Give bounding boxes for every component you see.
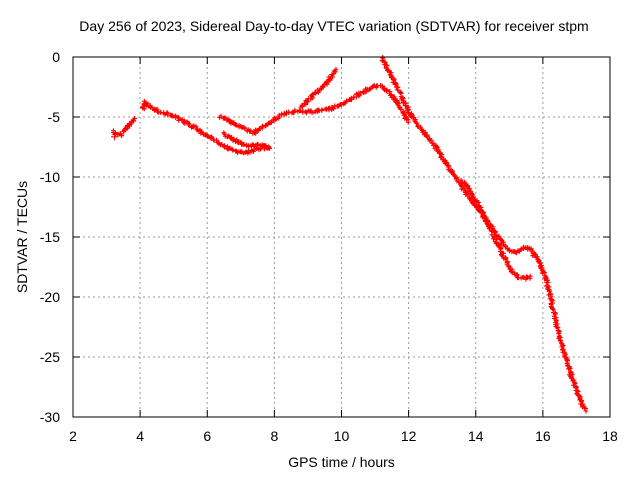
y-tick-label: -20 bbox=[40, 289, 60, 305]
series-arc-0850-1000 bbox=[298, 66, 339, 110]
y-tick-label: 0 bbox=[52, 49, 60, 65]
y-tick-label: -15 bbox=[40, 229, 60, 245]
x-tick-label: 18 bbox=[602, 428, 618, 444]
x-tick-label: 10 bbox=[334, 428, 350, 444]
x-tick-label: 4 bbox=[136, 428, 144, 444]
x-tick-label: 14 bbox=[468, 428, 484, 444]
x-tick-label: 6 bbox=[203, 428, 211, 444]
y-tick-label: -10 bbox=[40, 169, 60, 185]
y-tick-label: -5 bbox=[48, 109, 61, 125]
series-arc-0300-0400 bbox=[110, 116, 137, 138]
x-axis-title: GPS time / hours bbox=[288, 454, 395, 470]
series-arc-0300-outlier bbox=[111, 133, 119, 141]
tick-labels: 2 4 6 8 10 12 14 16 18 0 -5 -10 -15 -20 -25 -30 bbox=[40, 49, 618, 444]
y-tick-label: -25 bbox=[40, 349, 60, 365]
x-tick-label: 16 bbox=[535, 428, 551, 444]
series-arc-0400-0800 bbox=[140, 98, 272, 156]
y-tick-label: -30 bbox=[40, 409, 60, 425]
series-arc-1115-1730 bbox=[379, 55, 589, 414]
x-tick-label: 2 bbox=[69, 428, 77, 444]
tick-marks bbox=[72, 56, 611, 418]
x-tick-label: 8 bbox=[270, 428, 278, 444]
x-tick-label: 12 bbox=[401, 428, 417, 444]
series-arc-0625-1200 bbox=[217, 82, 411, 136]
series-arc-1335-1540 bbox=[458, 177, 533, 282]
series-arc-0630-0800 bbox=[221, 130, 272, 151]
chart-title: Day 256 of 2023, Sidereal Day-to-day VTE… bbox=[79, 18, 589, 34]
scatter-points bbox=[110, 55, 589, 414]
